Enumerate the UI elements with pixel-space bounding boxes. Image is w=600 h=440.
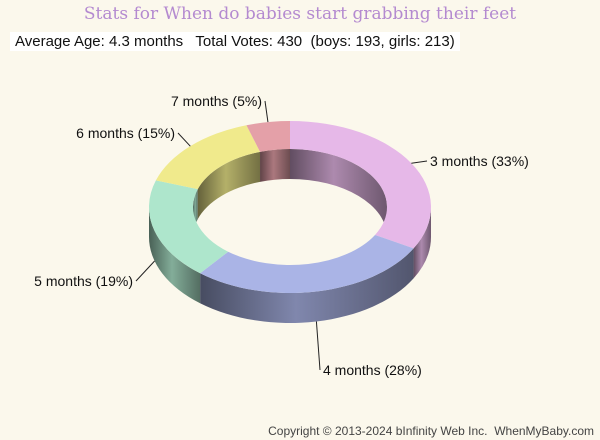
slice-2	[200, 234, 414, 293]
slice-label-5: 7 months (5%)	[171, 93, 262, 109]
leader-line-2	[315, 321, 321, 371]
slice-inner-side-4	[197, 151, 261, 220]
leader-line-1	[411, 160, 428, 164]
slice-outer-side-3	[149, 207, 201, 304]
leader-line-5	[264, 100, 269, 123]
slice-outer-side-2	[200, 248, 414, 323]
slice-outer-side-1	[413, 207, 431, 279]
copyright-notice: Copyright © 2013-2024 bInfinity Web Inc.…	[268, 424, 594, 438]
leader-line-3	[135, 260, 155, 282]
slice-4	[155, 125, 261, 190]
slice-inner-side-5	[260, 149, 290, 182]
slice-5	[246, 121, 290, 152]
stats-summary: Average Age: 4.3 months Total Votes: 430…	[10, 32, 460, 51]
slice-label-4: 6 months (15%)	[76, 125, 175, 141]
slice-label-1: 3 months (33%)	[430, 153, 529, 169]
slice-label-2: 4 months (28%)	[323, 362, 422, 378]
slice-1	[290, 121, 431, 249]
label-layer: 3 months (33%) 4 months (28%) 5 months (19…	[34, 93, 529, 378]
slice-label-3: 5 months (19%)	[34, 273, 133, 289]
leader-line-4	[177, 132, 191, 147]
slice-inner-side-1	[290, 149, 387, 237]
donut-layer	[135, 100, 431, 371]
slice-3	[148, 180, 229, 274]
chart-title: Stats for When do babies start grabbing …	[83, 4, 517, 24]
